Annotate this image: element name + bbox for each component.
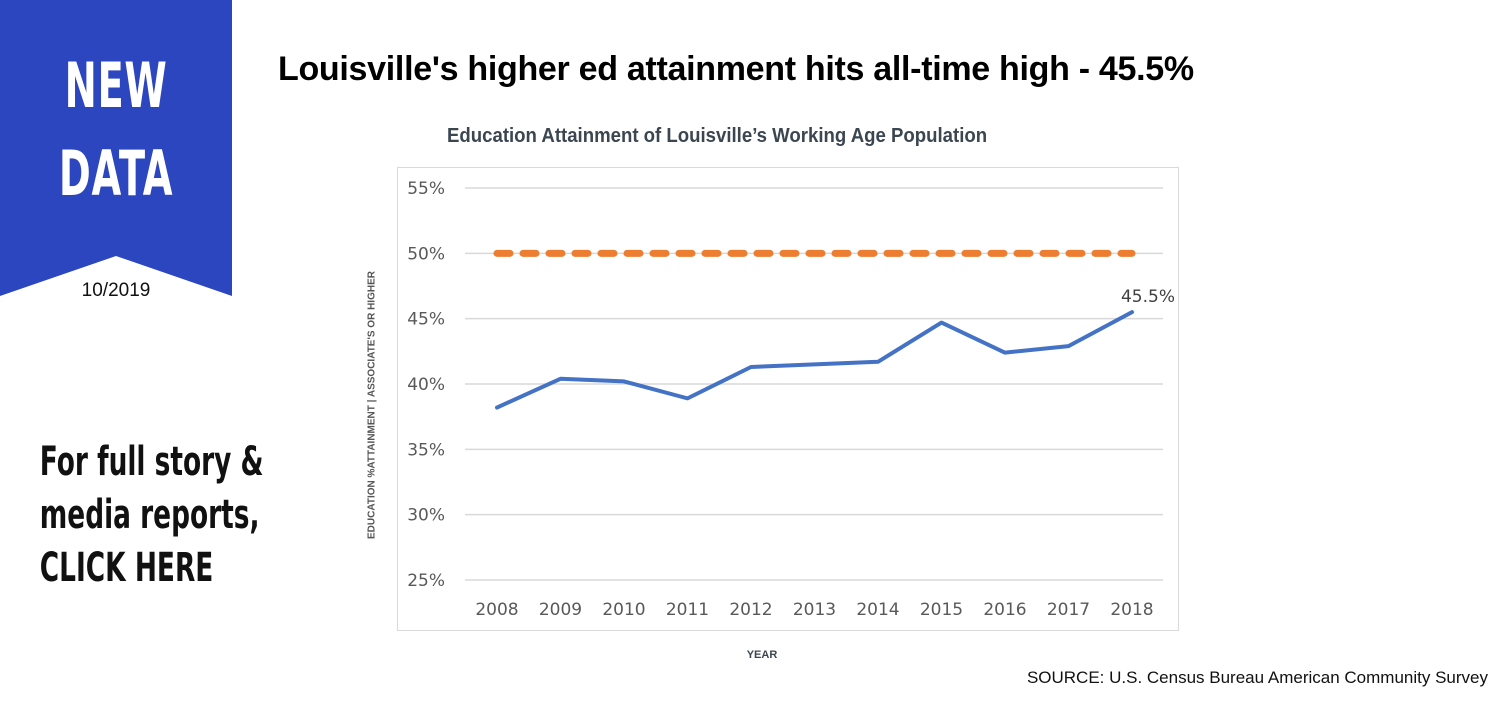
- data-label: 45.5%: [1121, 287, 1175, 307]
- x-tick-label: 2017: [1047, 600, 1090, 620]
- x-tick-label: 2012: [729, 600, 772, 620]
- x-tick-label: 2013: [793, 600, 836, 620]
- y-tick-label: 25%: [407, 571, 445, 591]
- x-tick-label: 2015: [920, 600, 963, 620]
- x-tick-label: 2018: [1110, 600, 1153, 620]
- ribbon-shape: [0, 0, 232, 296]
- y-tick-labels: 25% 30% 35% 40% 45% 50% 55%: [407, 179, 445, 591]
- source-note: SOURCE: U.S. Census Bureau American Comm…: [1026, 668, 1488, 687]
- y-tick-label: 50%: [407, 244, 445, 264]
- x-tick-label: 2011: [666, 600, 709, 620]
- badge-date: 10/2019: [81, 280, 151, 301]
- x-axis-title: YEAR: [746, 649, 778, 661]
- chart-frame: [397, 167, 1179, 631]
- y-tick-label: 55%: [407, 179, 445, 199]
- data-labels: 45.5%: [1121, 287, 1175, 307]
- badge-line-data: DATA: [58, 137, 174, 210]
- x-tick-label: 2014: [856, 600, 899, 620]
- x-tick-labels: 2008 2009 2010 2011 2012 2013 2014 2015 2016 2017…: [475, 600, 1153, 620]
- y-tick-label: 40%: [407, 375, 445, 395]
- x-tick-label: 2016: [983, 600, 1026, 620]
- x-tick-label: 2010: [602, 600, 645, 620]
- chart-title: Education Attainment of Louisville’s Wor…: [447, 125, 988, 147]
- badge-line-new: NEW: [64, 49, 168, 122]
- series-lines: [493, 249, 1136, 410]
- x-tick-label: 2008: [475, 600, 518, 620]
- y-tick-label: 35%: [407, 440, 445, 460]
- new-data-badge: NEW DATA: [0, 0, 232, 296]
- y-tick-label: 45%: [407, 310, 445, 330]
- y-tick-label: 30%: [407, 506, 445, 526]
- gridlines: [465, 187, 1163, 581]
- click-here-link[interactable]: For full story & media reports, CLICK HE…: [0, 436, 264, 595]
- headline: Louisville's higher ed attainment hits a…: [278, 50, 1194, 88]
- cta-line-3: CLICK HERE: [39, 545, 214, 591]
- x-tick-label: 2009: [539, 600, 582, 620]
- attainment-line: [495, 310, 1134, 410]
